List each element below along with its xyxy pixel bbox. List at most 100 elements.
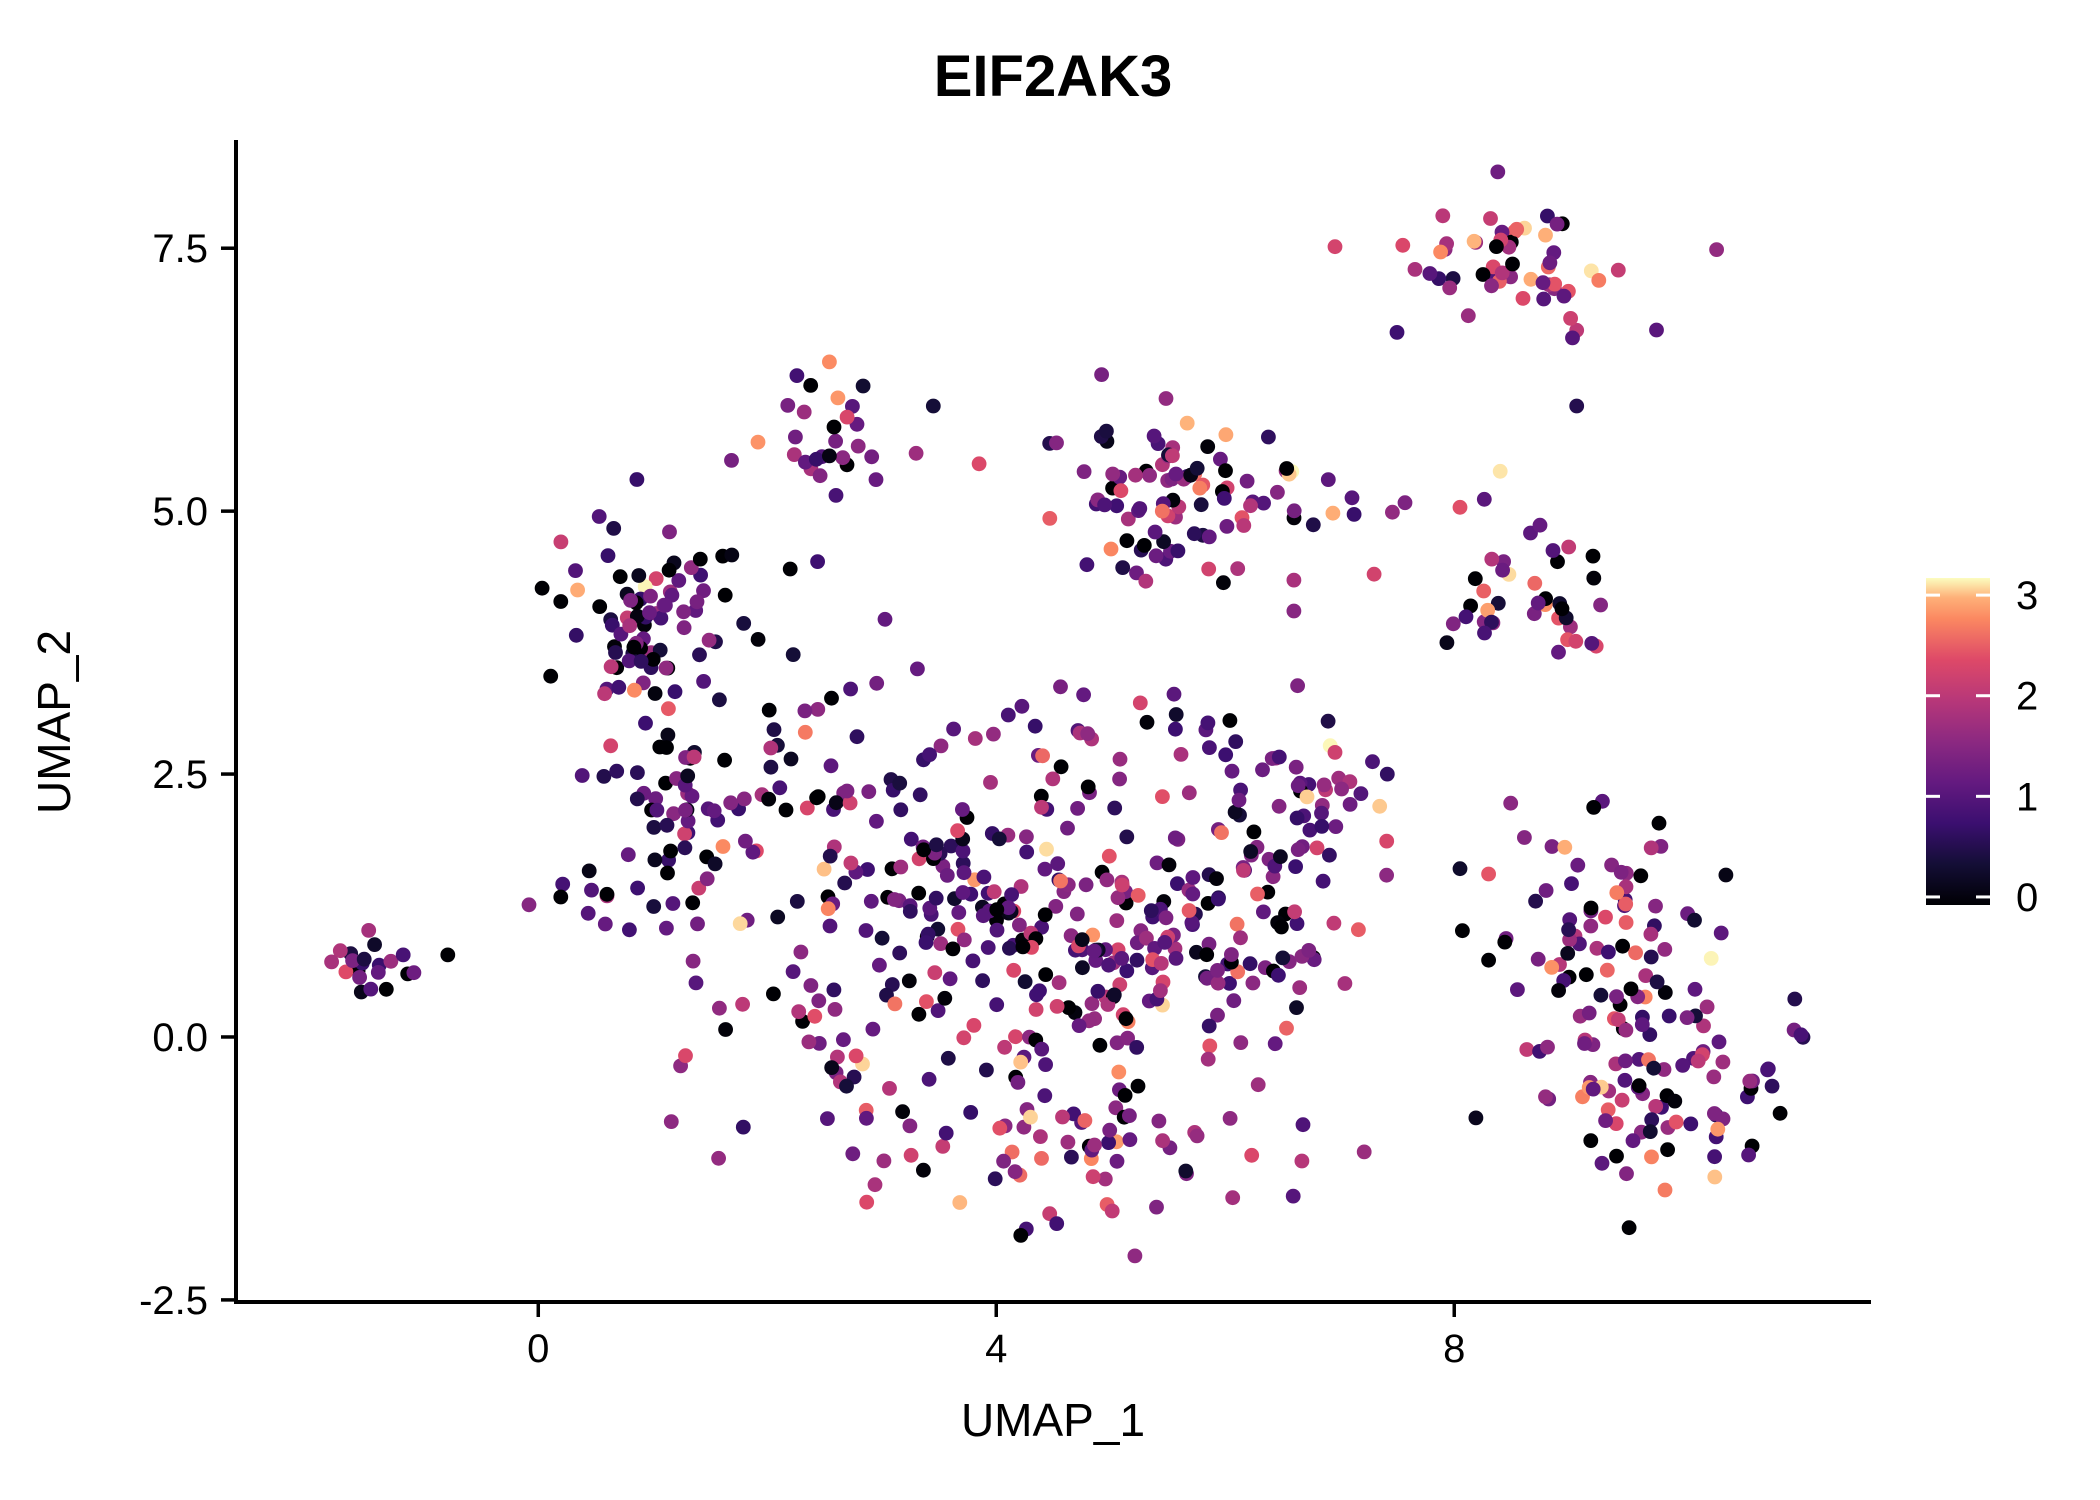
data-point: [867, 1177, 883, 1193]
data-point: [1200, 1051, 1216, 1067]
data-point: [1103, 541, 1119, 557]
data-point: [778, 802, 794, 818]
colorbar-legend: 3 2 1 0: [1926, 574, 2038, 920]
data-point: [612, 569, 628, 585]
data-point: [824, 1060, 840, 1075]
data-point: [1179, 415, 1195, 431]
data-point: [1111, 1064, 1127, 1080]
data-point: [1078, 877, 1094, 893]
data-point: [706, 803, 722, 819]
data-point: [902, 1118, 918, 1134]
data-point: [1114, 877, 1130, 893]
data-point: [1649, 322, 1664, 338]
data-point: [1515, 291, 1531, 306]
data-point: [955, 802, 970, 817]
data-point: [1155, 789, 1170, 804]
data-point: [1445, 616, 1461, 632]
data-point: [1286, 572, 1302, 588]
data-point: [688, 975, 704, 991]
colorbar-tick-label: 0: [2016, 876, 2038, 920]
data-point: [940, 1050, 956, 1066]
data-point: [1109, 913, 1125, 928]
data-point: [1489, 239, 1504, 255]
data-point: [1130, 888, 1146, 903]
data-point: [945, 941, 961, 957]
data-point: [666, 806, 681, 822]
data-point: [937, 990, 953, 1006]
data-point: [1599, 962, 1615, 978]
data-point: [1452, 499, 1468, 515]
data-point: [1119, 963, 1135, 979]
data-point: [1528, 893, 1543, 909]
data-point: [822, 848, 838, 864]
data-point: [839, 783, 855, 799]
data-point: [1517, 830, 1532, 845]
data-point: [1550, 554, 1565, 570]
data-point: [1706, 1069, 1722, 1085]
data-point: [1267, 1036, 1283, 1052]
data-point: [1236, 518, 1252, 533]
data-point: [677, 840, 693, 856]
data-point: [1027, 718, 1043, 734]
data-point: [1034, 1041, 1050, 1057]
data-point: [1076, 687, 1091, 703]
data-point: [653, 610, 669, 626]
data-point: [1540, 208, 1555, 224]
data-point: [1683, 1116, 1699, 1132]
data-point: [1585, 548, 1601, 564]
data-point: [803, 978, 819, 993]
data-point: [976, 869, 992, 885]
data-point: [1787, 991, 1803, 1007]
data-point: [1007, 1164, 1023, 1180]
data-point: [1379, 867, 1394, 883]
data-point: [1598, 1113, 1613, 1128]
data-point: [895, 1104, 910, 1120]
data-point: [1497, 934, 1513, 950]
data-point: [1061, 1000, 1076, 1015]
data-point: [592, 599, 608, 614]
data-point: [1495, 562, 1510, 578]
data-point: [797, 724, 813, 740]
data-point: [646, 899, 662, 914]
data-point: [1477, 625, 1492, 641]
data-point: [1760, 1062, 1775, 1078]
data-point: [1561, 922, 1576, 938]
data-point: [1530, 951, 1546, 967]
data-point: [661, 701, 676, 717]
data-point: [865, 1021, 881, 1037]
data-point: [761, 702, 777, 718]
data-point: [1053, 759, 1069, 775]
colorbar-tick-label: 3: [2016, 574, 2038, 618]
data-point: [1510, 982, 1525, 997]
data-point: [1544, 839, 1560, 854]
data-point: [1148, 548, 1164, 564]
data-point: [712, 692, 727, 708]
data-point: [843, 855, 859, 871]
data-point: [1158, 910, 1174, 926]
data-point: [1128, 467, 1143, 483]
data-point: [690, 916, 705, 932]
data-point: [826, 982, 842, 998]
data-point: [1231, 792, 1247, 808]
data-point: [1055, 1109, 1070, 1125]
data-point: [383, 953, 399, 969]
data-point: [1192, 480, 1208, 496]
data-point: [1104, 1203, 1120, 1219]
data-point: [1290, 678, 1305, 694]
data-point: [956, 1030, 972, 1046]
data-point: [1153, 956, 1169, 971]
data-point: [1433, 244, 1448, 260]
data-point: [1178, 1163, 1194, 1179]
data-point: [1509, 221, 1525, 237]
data-point: [606, 521, 622, 536]
data-point: [584, 882, 599, 898]
data-point: [903, 831, 919, 847]
data-point: [1122, 1132, 1138, 1148]
data-point: [1032, 983, 1047, 999]
data-point: [1679, 1010, 1695, 1025]
data-point: [810, 554, 825, 569]
data-point: [1593, 987, 1609, 1003]
y-tick-label: 2.5: [152, 753, 208, 797]
colorbar-tick-labels: 3 2 1 0: [2016, 574, 2038, 920]
